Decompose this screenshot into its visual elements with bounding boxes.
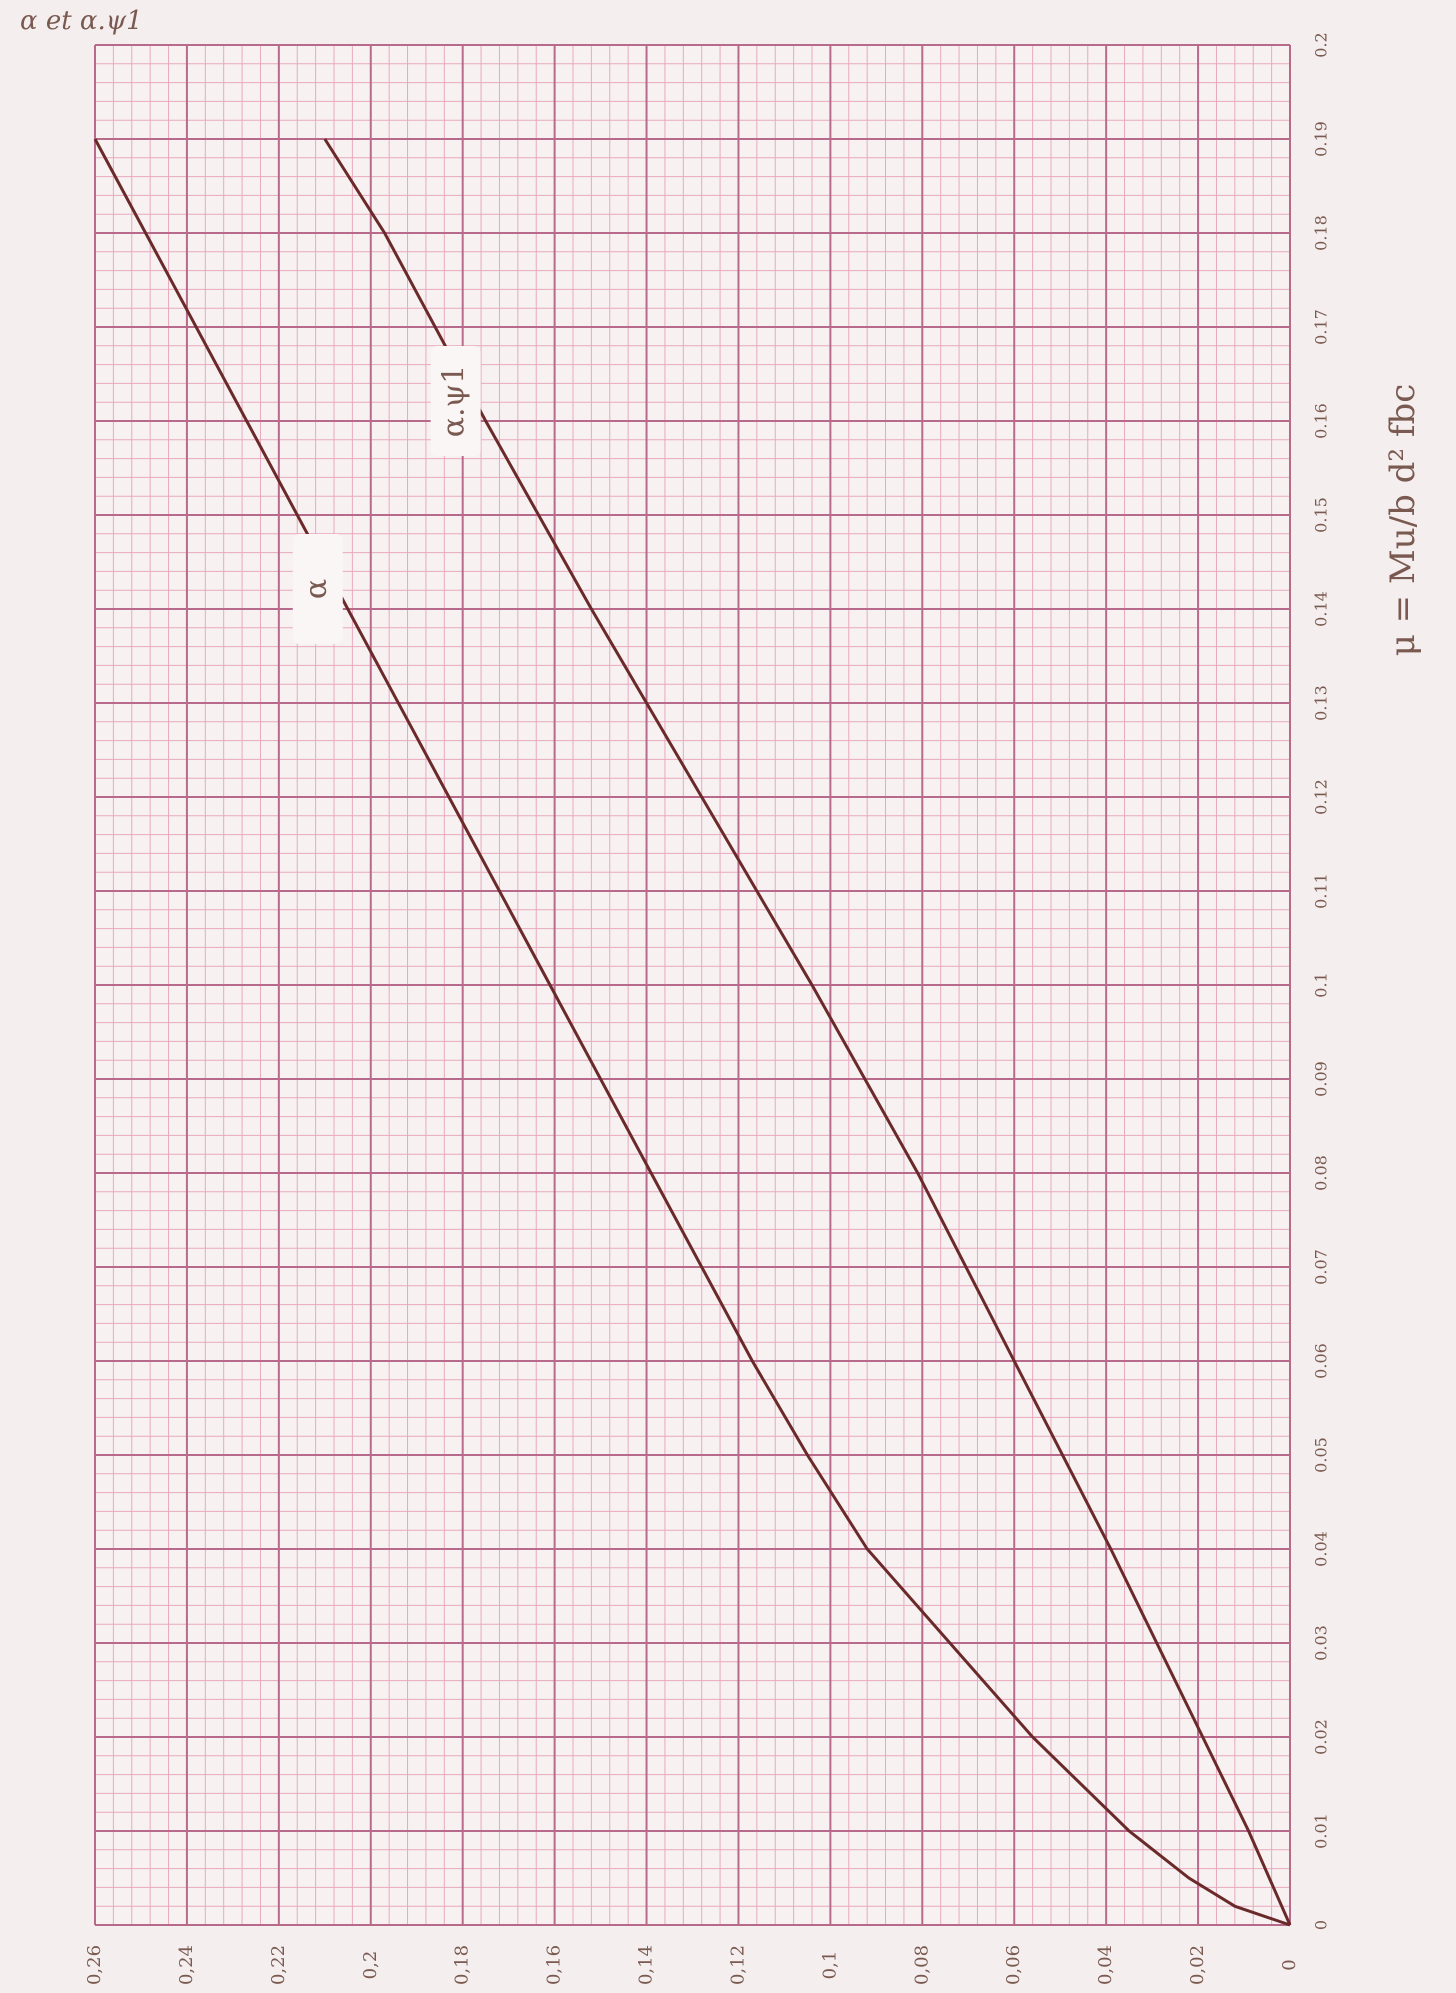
x-tick-label: 0.01 bbox=[1312, 1813, 1331, 1849]
x-tick-label: 0.1 bbox=[1312, 972, 1331, 997]
x-tick-label: 0.08 bbox=[1312, 1155, 1331, 1191]
x-tick-label: 0.12 bbox=[1312, 779, 1331, 815]
y-tick-label: 0,14 bbox=[636, 1945, 657, 1985]
y-tick-label: 0,06 bbox=[1003, 1945, 1024, 1985]
x-tick-label: 0.02 bbox=[1312, 1719, 1331, 1755]
series-label-bg bbox=[430, 346, 481, 456]
y-tick-label: 0,16 bbox=[544, 1945, 565, 1985]
x-tick-label: 0.2 bbox=[1312, 32, 1331, 57]
x-tick-label: 0.18 bbox=[1312, 215, 1331, 251]
x-tick-label: 0.03 bbox=[1312, 1625, 1331, 1661]
series-line bbox=[93, 138, 1291, 1927]
x-tick-label: 0.09 bbox=[1312, 1061, 1331, 1097]
x-axis-title: μ = Mu/b d² fbc bbox=[1383, 384, 1423, 657]
y-tick-label: 0 bbox=[1279, 1959, 1300, 1970]
y-tick-label: 0,26 bbox=[84, 1945, 105, 1985]
y-tick-label: 0,24 bbox=[176, 1945, 197, 1985]
y-tick-label: 0,08 bbox=[911, 1945, 932, 1985]
series-label-bg bbox=[292, 534, 343, 644]
x-tick-label: 0 bbox=[1312, 1920, 1331, 1930]
x-tick-label: 0.06 bbox=[1312, 1343, 1331, 1379]
x-tick-label: 0.05 bbox=[1312, 1437, 1331, 1473]
series-label: α.ψ1 bbox=[437, 365, 472, 437]
x-tick-label: 0.14 bbox=[1312, 591, 1331, 627]
y-axis-title: α et α.ψ1 bbox=[20, 6, 143, 36]
y-tick-label: 0,18 bbox=[452, 1945, 473, 1985]
x-tick-label: 0.19 bbox=[1312, 121, 1331, 157]
x-tick-label: 0.17 bbox=[1312, 309, 1331, 345]
y-tick-label: 0,12 bbox=[727, 1945, 748, 1985]
x-tick-label: 0.13 bbox=[1312, 685, 1331, 721]
y-tick-label: 0,02 bbox=[1187, 1945, 1208, 1985]
x-tick-label: 0.04 bbox=[1312, 1531, 1331, 1567]
x-tick-label: 0.15 bbox=[1312, 497, 1331, 533]
x-tick-label: 0.07 bbox=[1312, 1249, 1331, 1285]
y-tick-label: 0,2 bbox=[360, 1951, 381, 1980]
series-label: α bbox=[299, 579, 334, 599]
y-tick-label: 0,04 bbox=[1095, 1945, 1116, 1985]
y-tick-label: 0,22 bbox=[268, 1945, 289, 1985]
y-tick-label: 0,1 bbox=[819, 1951, 840, 1980]
x-tick-label: 0.16 bbox=[1312, 403, 1331, 439]
x-tick-label: 0.11 bbox=[1312, 873, 1331, 909]
